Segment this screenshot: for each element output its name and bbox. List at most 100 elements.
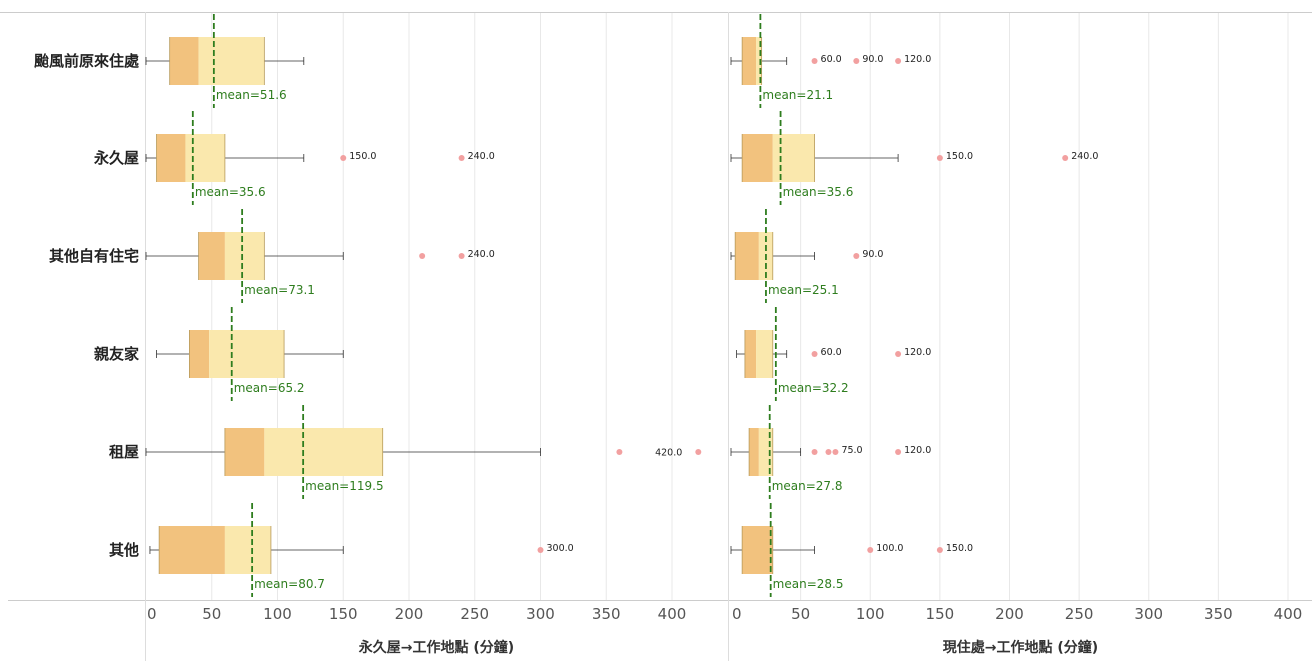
mean-label: mean=35.6 bbox=[783, 185, 854, 199]
box-5: 100.0 150.0 mean=28.5 bbox=[730, 503, 973, 597]
outlier-label: 300.0 bbox=[547, 543, 574, 554]
outlier-point bbox=[811, 449, 818, 455]
mean-label: mean=65.2 bbox=[234, 381, 305, 395]
panel-1: 0 50 100 150 200 250 300 350 400 永久屋→工作地點 (分鐘) mea… bbox=[145, 13, 702, 656]
outlier-label: 150.0 bbox=[946, 151, 973, 162]
mean-label: mean=25.1 bbox=[768, 283, 839, 297]
x-tick-label: 250 bbox=[1065, 605, 1094, 623]
outlier-label: 60.0 bbox=[821, 54, 842, 65]
box-lower-half bbox=[742, 526, 773, 574]
outlier-point bbox=[832, 449, 839, 455]
x-tick-label: 300 bbox=[1134, 605, 1163, 623]
box-3: 60.0 120.0 mean=32.2 bbox=[736, 307, 931, 401]
mean-label: mean=35.6 bbox=[195, 185, 266, 199]
outlier-point bbox=[895, 351, 902, 357]
category-label: 其他自有住宅 bbox=[49, 247, 139, 265]
panel-2: 0 50 100 150 200 250 300 350 400 現住處→工作地點 (分鐘) 60.… bbox=[730, 13, 1303, 656]
mean-label: mean=28.5 bbox=[773, 577, 844, 591]
box-lower-half bbox=[742, 37, 757, 85]
mean-label: mean=73.1 bbox=[244, 283, 315, 297]
box-4: 420.0 mean=119.5 bbox=[145, 405, 702, 499]
outlier-point bbox=[825, 449, 832, 455]
box-4: 75.0 120.0 mean=27.8 bbox=[730, 405, 931, 499]
x-axis-title: 永久屋→工作地點 (分鐘) bbox=[358, 639, 514, 656]
box-lower-half bbox=[744, 330, 757, 378]
x-axis-title: 現住處→工作地點 (分鐘) bbox=[943, 639, 1098, 656]
box-lower-half bbox=[224, 428, 265, 476]
outlier-point bbox=[537, 547, 544, 553]
outlier-label: 150.0 bbox=[349, 151, 376, 162]
x-tick-label: 200 bbox=[395, 605, 424, 623]
box-1: 150.0 240.0 mean=35.6 bbox=[145, 111, 495, 205]
category-label: 永久屋 bbox=[93, 149, 139, 167]
outlier-point bbox=[867, 547, 874, 553]
x-tick-label: 50 bbox=[202, 605, 221, 623]
outlier-point bbox=[853, 58, 860, 64]
category-label: 租屋 bbox=[109, 443, 139, 461]
box-upper-half bbox=[264, 428, 383, 476]
x-tick-label: 150 bbox=[329, 605, 358, 623]
outlier-label: 120.0 bbox=[904, 54, 931, 65]
box-upper-half bbox=[224, 232, 265, 280]
category-label: 其他 bbox=[109, 541, 139, 559]
mean-label: mean=51.6 bbox=[216, 88, 287, 102]
outlier-label: 150.0 bbox=[946, 543, 973, 554]
x-tick-label: 0 bbox=[732, 605, 742, 623]
category-label: 親友家 bbox=[94, 345, 139, 363]
mean-label: mean=32.2 bbox=[778, 381, 849, 395]
box-lower-half bbox=[189, 330, 210, 378]
box-0: 60.0 90.0 120.0 mean=21.1 bbox=[730, 14, 931, 108]
outlier-point bbox=[340, 155, 347, 161]
outlier-point bbox=[936, 155, 943, 161]
box-2: 240.0 mean=73.1 bbox=[145, 209, 495, 303]
x-tick-label: 0 bbox=[147, 605, 157, 623]
box-lower-half bbox=[156, 134, 186, 182]
outlier-label: 120.0 bbox=[904, 347, 931, 358]
box-5: 300.0 mean=80.7 bbox=[149, 503, 574, 597]
outlier-point bbox=[458, 253, 465, 259]
mean-label: mean=27.8 bbox=[772, 479, 843, 493]
box-upper-half bbox=[756, 330, 773, 378]
outlier-point bbox=[811, 351, 818, 357]
outlier-label: 240.0 bbox=[468, 151, 495, 162]
x-tick-label: 200 bbox=[995, 605, 1024, 623]
x-tick-label: 100 bbox=[263, 605, 292, 623]
box-upper-half bbox=[756, 37, 762, 85]
box-upper-half bbox=[198, 37, 265, 85]
box-0: mean=51.6 bbox=[145, 14, 305, 108]
x-tick-label: 150 bbox=[926, 605, 955, 623]
x-tick-label: 400 bbox=[1274, 605, 1303, 623]
outlier-point bbox=[616, 449, 623, 455]
x-tick-label: 350 bbox=[592, 605, 621, 623]
x-tick-label: 250 bbox=[460, 605, 489, 623]
outlier-point bbox=[895, 58, 902, 64]
box-1: 150.0 240.0 mean=35.6 bbox=[730, 111, 1098, 205]
outlier-label: 420.0 bbox=[655, 448, 682, 459]
outlier-label: 75.0 bbox=[841, 445, 862, 456]
box-upper-half bbox=[758, 428, 773, 476]
outlier-label: 100.0 bbox=[876, 543, 903, 554]
outlier-point bbox=[853, 253, 860, 259]
outlier-label: 60.0 bbox=[821, 347, 842, 358]
box-upper-half bbox=[224, 526, 271, 574]
x-tick-label: 100 bbox=[856, 605, 885, 623]
category-label: 颱風前原來住處 bbox=[34, 52, 140, 70]
outlier-point bbox=[936, 547, 943, 553]
outlier-label: 240.0 bbox=[1071, 151, 1098, 162]
outlier-label: 90.0 bbox=[862, 249, 883, 260]
box-lower-half bbox=[169, 37, 199, 85]
outlier-label: 120.0 bbox=[904, 445, 931, 456]
box-lower-half bbox=[159, 526, 225, 574]
outlier-point bbox=[458, 155, 465, 161]
outlier-label: 90.0 bbox=[862, 54, 883, 65]
outlier-point bbox=[695, 449, 702, 455]
box-upper-half bbox=[772, 134, 815, 182]
mean-label: mean=119.5 bbox=[305, 479, 383, 493]
outlier-point bbox=[895, 449, 902, 455]
mean-label: mean=21.1 bbox=[762, 88, 833, 102]
mean-label: mean=80.7 bbox=[254, 577, 325, 591]
box-2: 90.0 mean=25.1 bbox=[730, 209, 883, 303]
outlier-label: 240.0 bbox=[468, 249, 495, 260]
